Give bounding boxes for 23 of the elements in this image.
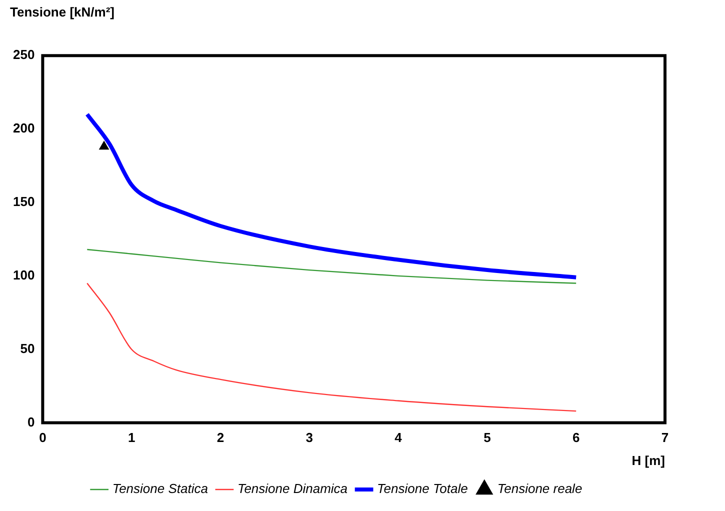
y-tick-label: 0 [27, 414, 35, 430]
x-tick-label: 1 [128, 430, 136, 446]
line-series [85, 112, 578, 280]
x-tick-label: 3 [306, 430, 314, 446]
legend-label: Tensione Dinamica [237, 481, 348, 496]
legend-label: Tensione Totale [377, 481, 468, 496]
chart-title: Tensione [kN/m²] [10, 4, 114, 20]
y-tick-label: 150 [12, 194, 35, 210]
x-tick-label: 4 [394, 430, 403, 446]
legend-label: Tensione reale [497, 481, 582, 496]
y-tick-label: 250 [12, 47, 35, 62]
y-tick-label: 50 [20, 340, 35, 356]
x-tick-label: 6 [572, 430, 580, 446]
line-series [86, 282, 577, 412]
x-axis-title: H [m] [632, 452, 665, 468]
legend-label: Tensione Statica [112, 481, 208, 496]
x-tick-label: 5 [484, 430, 491, 446]
y-tick-label: 200 [12, 120, 35, 136]
y-tick-label: 100 [12, 268, 35, 282]
x-tick-label: 2 [216, 430, 224, 446]
x-tick-label: 0 [39, 430, 46, 446]
x-tick-label: 7 [661, 430, 669, 446]
line-series [86, 248, 577, 284]
